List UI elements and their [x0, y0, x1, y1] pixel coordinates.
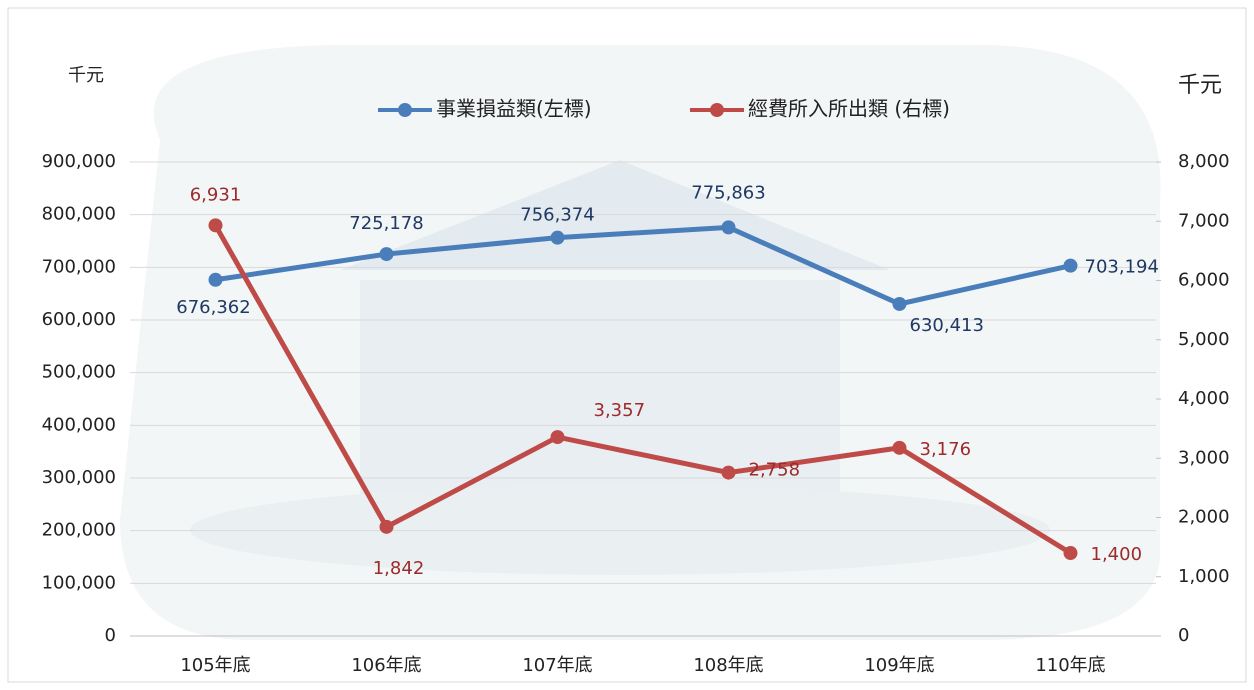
data-point	[209, 273, 223, 287]
y2-tick-label: 0	[1178, 625, 1189, 646]
data-label: 756,374	[520, 205, 594, 226]
y2-tick-label: 1,000	[1178, 566, 1230, 587]
x-tick-label: 108年底	[693, 655, 763, 676]
y-tick-label: 200,000	[42, 520, 116, 541]
data-point	[209, 218, 223, 232]
legend-marker	[398, 103, 412, 117]
y2-tick-label: 5,000	[1178, 329, 1230, 350]
data-label: 630,413	[910, 315, 984, 336]
y2-axis-label: 千元	[1178, 73, 1222, 98]
y-tick-label: 500,000	[42, 362, 116, 383]
data-point	[893, 441, 907, 455]
y-tick-label: 0	[105, 625, 116, 646]
y2-tick-label: 6,000	[1178, 270, 1230, 291]
data-point	[1064, 259, 1078, 273]
data-point	[380, 520, 394, 534]
data-label: 1,400	[1091, 544, 1143, 565]
data-point	[380, 247, 394, 261]
data-label: 676,362	[176, 297, 250, 318]
x-tick-label: 107年底	[522, 655, 592, 676]
data-label: 1,842	[373, 558, 425, 579]
data-point	[893, 297, 907, 311]
data-point	[551, 430, 565, 444]
y-tick-label: 900,000	[42, 151, 116, 172]
data-point	[1064, 546, 1078, 560]
legend-label: 經費所入所出類 (右標)	[748, 97, 950, 121]
y2-tick-label: 8,000	[1178, 151, 1230, 172]
data-label: 725,178	[349, 213, 423, 234]
data-point	[551, 231, 565, 245]
y2-tick-label: 7,000	[1178, 210, 1230, 231]
data-label: 3,357	[594, 400, 646, 421]
data-label: 6,931	[190, 184, 242, 205]
data-point	[722, 466, 736, 480]
y-tick-label: 700,000	[42, 256, 116, 277]
ground	[190, 485, 1050, 575]
chart: 千元 千元 0 100,000 200,000 300,000 400,000 500,0…	[0, 0, 1254, 690]
x-tick-label: 105年底	[180, 655, 250, 676]
data-label: 775,863	[691, 182, 765, 203]
data-label: 2,758	[749, 460, 801, 481]
x-tick-label: 106年底	[351, 655, 421, 676]
y-axis-label: 千元	[68, 65, 104, 86]
data-point	[722, 220, 736, 234]
y-tick-label: 600,000	[42, 309, 116, 330]
y-tick-label: 300,000	[42, 467, 116, 488]
y-tick-label: 400,000	[42, 414, 116, 435]
y2-tick-label: 3,000	[1178, 447, 1230, 468]
data-label: 3,176	[920, 439, 972, 460]
legend-marker	[710, 103, 724, 117]
y-tick-label: 800,000	[42, 204, 116, 225]
legend-label: 事業損益類(左標)	[436, 97, 592, 121]
y-tick-label: 100,000	[42, 572, 116, 593]
data-label: 703,194	[1085, 257, 1159, 278]
y2-tick-label: 2,000	[1178, 507, 1230, 528]
x-tick-label: 110年底	[1035, 655, 1105, 676]
x-tick-label: 109年底	[864, 655, 934, 676]
y2-tick-label: 4,000	[1178, 388, 1230, 409]
